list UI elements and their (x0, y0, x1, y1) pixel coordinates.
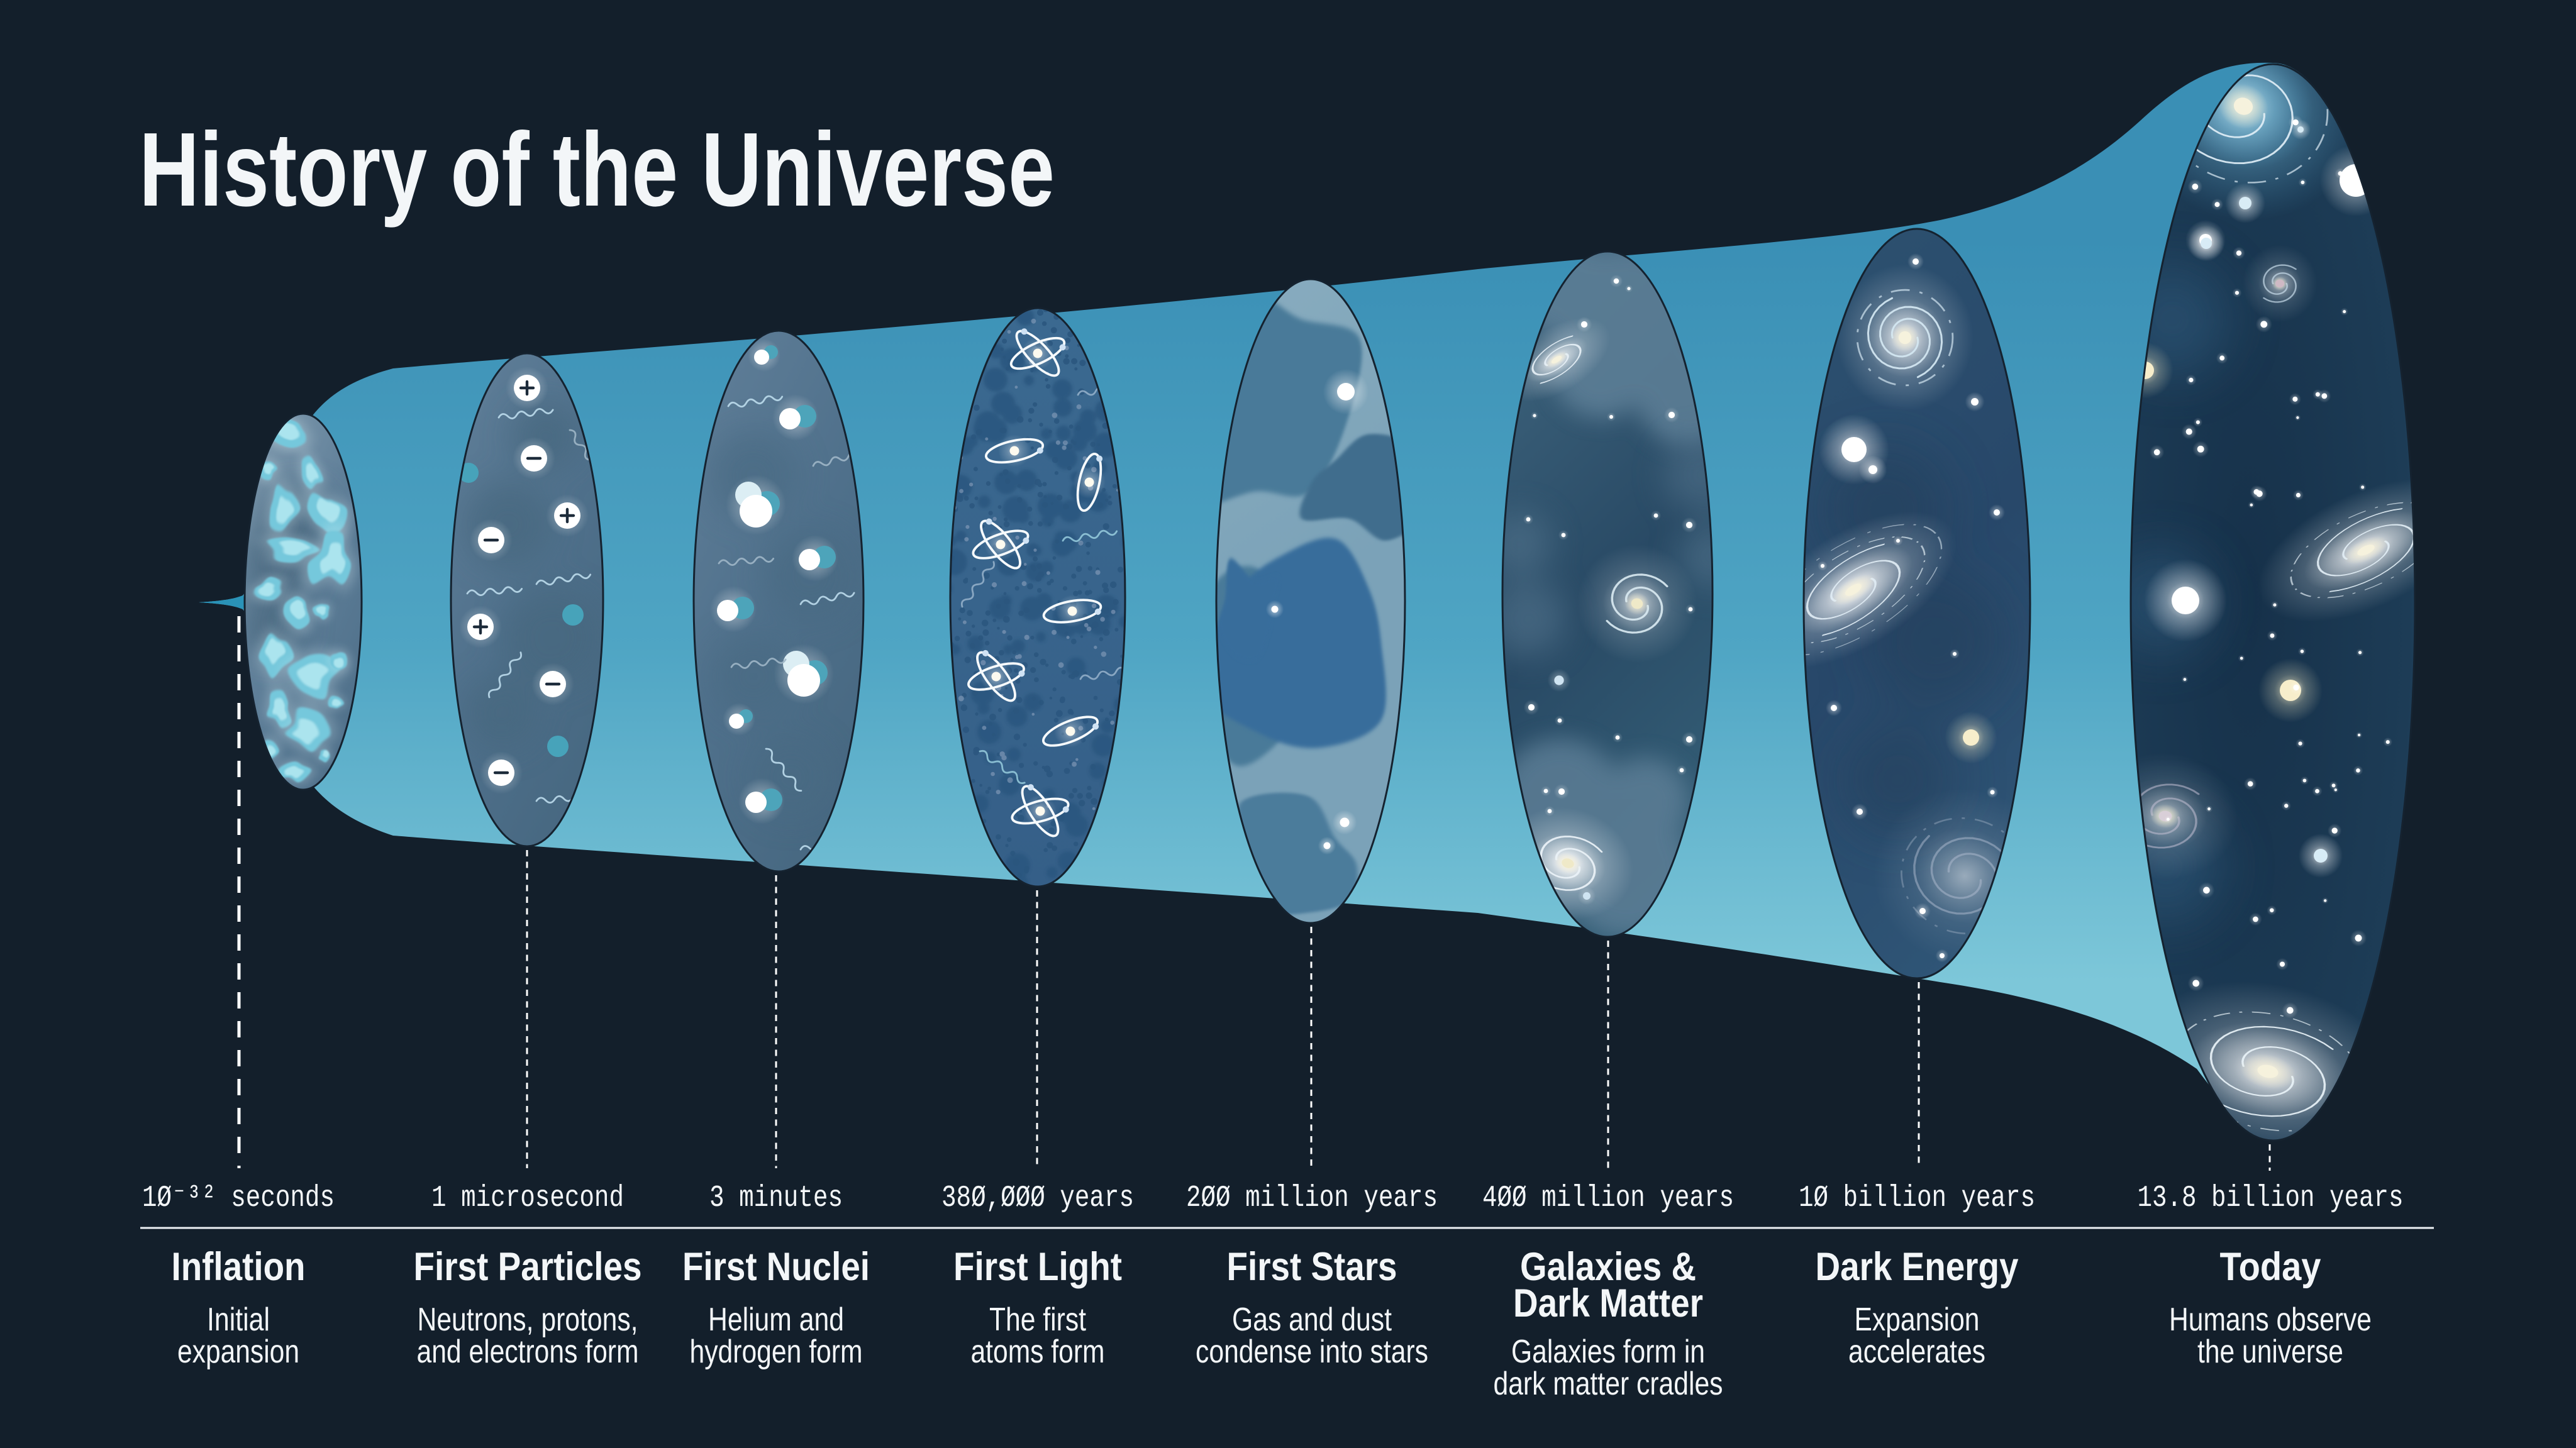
svg-text:1Ø billion years: 1Ø billion years (1799, 1181, 2035, 1215)
svg-text:1 microsecond: 1 microsecond (431, 1181, 624, 1215)
svg-text:Humans observe: Humans observe (2169, 1302, 2372, 1338)
svg-text:First Stars: First Stars (1227, 1245, 1397, 1289)
svg-text:3 minutes: 3 minutes (709, 1181, 843, 1215)
svg-text:First Light: First Light (953, 1245, 1122, 1289)
svg-text:hydrogen form: hydrogen form (690, 1334, 863, 1370)
svg-text:Initial: Initial (207, 1302, 270, 1338)
svg-text:First Nuclei: First Nuclei (682, 1245, 870, 1289)
svg-text:atoms form: atoms form (971, 1334, 1105, 1370)
svg-text:Gas and dust: Gas and dust (1232, 1302, 1392, 1338)
svg-text:The first: The first (989, 1302, 1086, 1338)
svg-text:4ØØ million years: 4ØØ million years (1482, 1181, 1734, 1215)
svg-text:Galaxies &: Galaxies & (1520, 1245, 1696, 1289)
svg-text:expansion: expansion (177, 1334, 299, 1370)
svg-text:Dark Energy: Dark Energy (1816, 1245, 2019, 1289)
svg-text:Inflation: Inflation (172, 1245, 306, 1289)
svg-text:History of the Universe: History of the Universe (139, 111, 1055, 228)
svg-text:Expansion: Expansion (1855, 1302, 1980, 1338)
svg-text:1Ø⁻³² seconds: 1Ø⁻³² seconds (142, 1181, 335, 1215)
svg-text:Today: Today (2220, 1245, 2321, 1289)
svg-text:the universe: the universe (2197, 1334, 2343, 1370)
svg-text:38Ø,ØØØ years: 38Ø,ØØØ years (941, 1181, 1134, 1215)
svg-text:Dark Matter: Dark Matter (1513, 1281, 1703, 1325)
svg-text:Helium and: Helium and (708, 1302, 844, 1338)
svg-text:13.8 billion years: 13.8 billion years (2138, 1181, 2404, 1215)
svg-text:Galaxies form in: Galaxies form in (1511, 1334, 1705, 1370)
svg-text:Neutrons, protons,: Neutrons, protons, (418, 1302, 638, 1338)
svg-text:First Particles: First Particles (414, 1245, 642, 1289)
svg-text:and electrons form: and electrons form (417, 1334, 639, 1370)
svg-text:dark matter cradles: dark matter cradles (1494, 1366, 1723, 1402)
svg-text:accelerates: accelerates (1848, 1334, 1985, 1370)
svg-text:2ØØ million years: 2ØØ million years (1186, 1181, 1438, 1215)
svg-text:condense into stars: condense into stars (1196, 1334, 1428, 1370)
